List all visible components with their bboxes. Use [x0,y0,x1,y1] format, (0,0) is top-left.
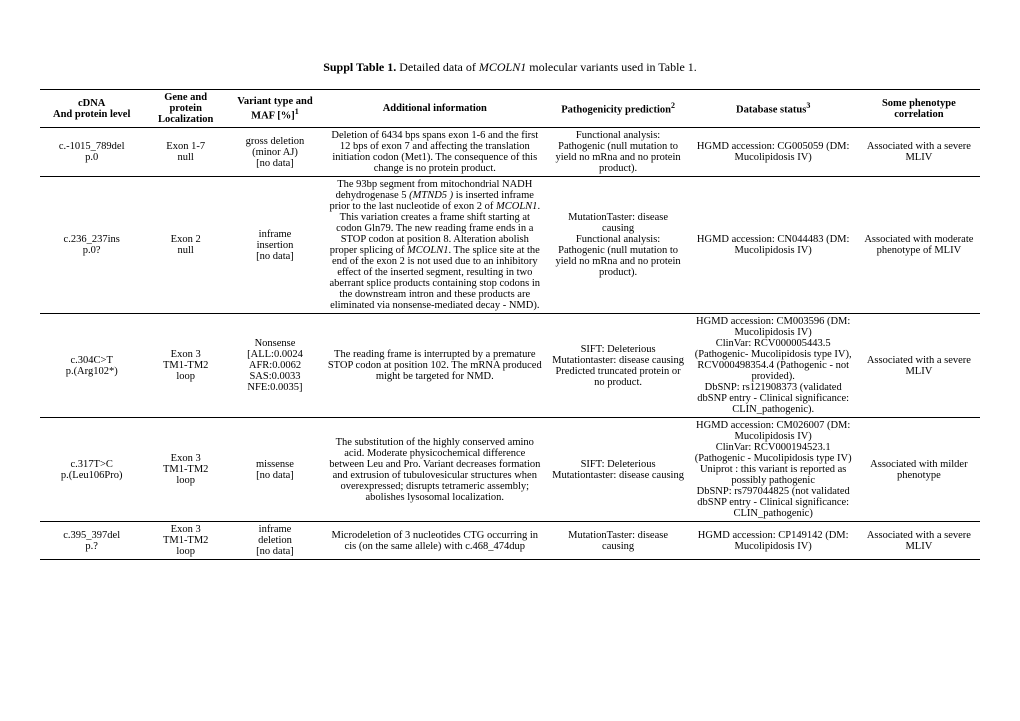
cell-cdna: c.395_397delp.? [40,522,143,560]
title-text-a: Detailed data of [396,60,479,74]
cell-patho: Functional analysis: Pathogenic (null mu… [548,128,689,177]
table-header-row: cDNA And protein level Gene and protein … [40,90,980,128]
header-db: Database status3 [689,90,858,128]
cell-info: Deletion of 6434 bps spans exon 1-6 and … [322,128,548,177]
header-gene: Gene and protein Localization [143,90,228,128]
cell-cdna: c.304C>Tp.(Arg102*) [40,314,143,418]
cell-cdna: c.236_237insp.0? [40,177,143,314]
header-patho: Pathogenicity prediction2 [548,90,689,128]
cell-info: The reading frame is interrupted by a pr… [322,314,548,418]
cell-pheno: Associated with a severe MLIV [858,522,980,560]
header-variant: Variant type and MAF [%]1 [228,90,322,128]
title-text-b: molecular variants used in Table 1. [526,60,697,74]
table-row: c.-1015_789delp.0Exon 1-7nullgross delet… [40,128,980,177]
table-title: Suppl Table 1. Detailed data of MCOLN1 m… [40,60,980,75]
cell-db: HGMD accession: CM003596 (DM: Mucolipido… [689,314,858,418]
cell-variant: inframedeletion[no data] [228,522,322,560]
cell-info: Microdeletion of 3 nucleotides CTG occur… [322,522,548,560]
title-gene: MCOLN1 [479,60,526,74]
table-row: c.304C>Tp.(Arg102*)Exon 3TM1-TM2loopNons… [40,314,980,418]
cell-gene: Exon 1-7null [143,128,228,177]
cell-variant: gross deletion(minor AJ)[no data] [228,128,322,177]
title-prefix: Suppl Table 1. [323,60,396,74]
cell-variant: inframeinsertion[no data] [228,177,322,314]
cell-patho: SIFT: DeleteriousMutationtaster: disease… [548,418,689,522]
cell-gene: Exon 3TM1-TM2loop [143,418,228,522]
cell-variant: Nonsense[ALL:0.0024AFR:0.0062SAS:0.0033N… [228,314,322,418]
table-row: c.395_397delp.?Exon 3TM1-TM2loopinframed… [40,522,980,560]
cell-cdna: c.317T>Cp.(Leu106Pro) [40,418,143,522]
cell-db: HGMD accession: CM026007 (DM: Mucolipido… [689,418,858,522]
cell-pheno: Associated with moderate phenotype of ML… [858,177,980,314]
table-row: c.317T>Cp.(Leu106Pro)Exon 3TM1-TM2loopmi… [40,418,980,522]
cell-patho: MutationTaster: disease causingFunctiona… [548,177,689,314]
cell-patho: MutationTaster: disease causing [548,522,689,560]
cell-pheno: Associated with milder phenotype [858,418,980,522]
cell-gene: Exon 3TM1-TM2loop [143,314,228,418]
cell-db: HGMD accession: CG005059 (DM: Mucolipido… [689,128,858,177]
cell-gene: Exon 2null [143,177,228,314]
cell-patho: SIFT: DeleteriousMutationtaster: disease… [548,314,689,418]
header-pheno: Some phenotype correlation [858,90,980,128]
variant-table: cDNA And protein level Gene and protein … [40,89,980,560]
cell-pheno: Associated with a severe MLIV [858,128,980,177]
cell-info: The 93bp segment from mitochondrial NADH… [322,177,548,314]
header-cdna: cDNA And protein level [40,90,143,128]
cell-cdna: c.-1015_789delp.0 [40,128,143,177]
cell-db: HGMD accession: CN044483 (DM: Mucolipido… [689,177,858,314]
table-row: c.236_237insp.0?Exon 2nullinframeinserti… [40,177,980,314]
cell-pheno: Associated with a severe MLIV [858,314,980,418]
cell-db: HGMD accession: CP149142 (DM: Mucolipido… [689,522,858,560]
cell-variant: missense[no data] [228,418,322,522]
header-info: Additional information [322,90,548,128]
cell-gene: Exon 3TM1-TM2loop [143,522,228,560]
cell-info: The substitution of the highly conserved… [322,418,548,522]
